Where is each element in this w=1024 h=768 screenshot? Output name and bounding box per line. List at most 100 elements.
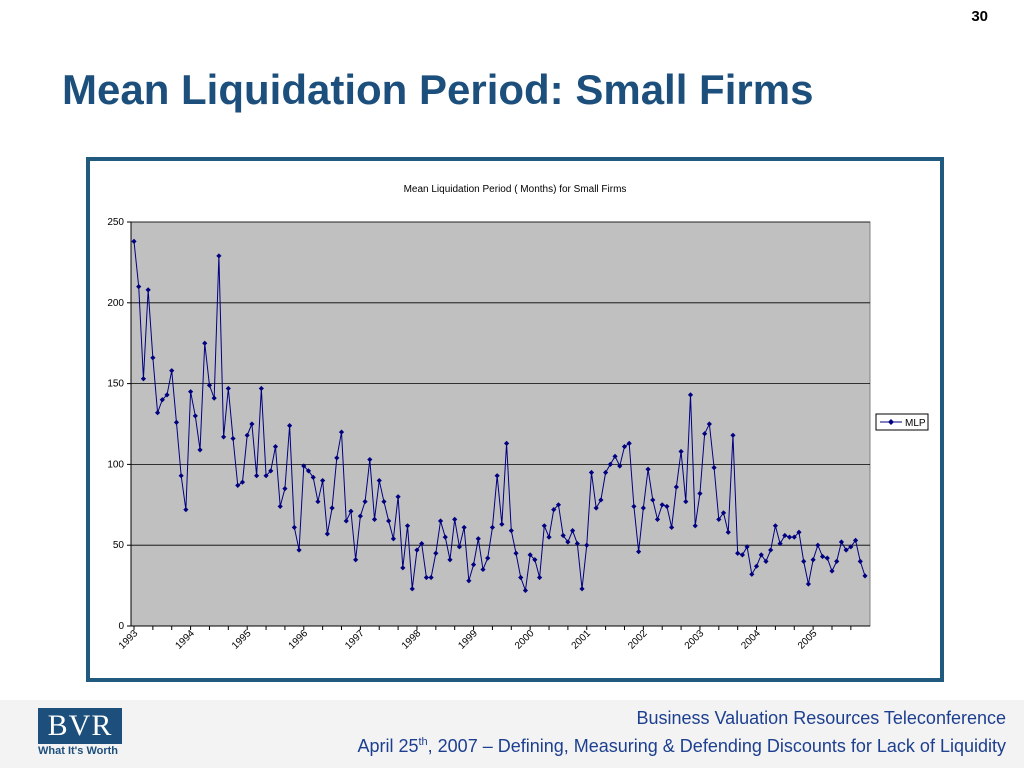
data-point xyxy=(343,518,349,524)
data-point xyxy=(485,555,491,561)
data-point xyxy=(584,542,590,548)
data-point xyxy=(843,547,849,553)
data-point xyxy=(494,473,500,479)
data-point xyxy=(254,473,260,479)
data-point xyxy=(570,528,576,534)
data-point xyxy=(697,490,703,497)
data-point xyxy=(489,524,496,531)
x-tick-label: 2002 xyxy=(626,628,650,652)
data-point xyxy=(664,503,670,510)
legend-label: MLP xyxy=(905,418,926,429)
data-point xyxy=(683,498,689,505)
data-point xyxy=(541,523,547,529)
data-point xyxy=(536,574,543,581)
data-point xyxy=(235,482,241,489)
footer-date: April 25 xyxy=(357,736,419,756)
data-point xyxy=(287,423,293,429)
data-point xyxy=(702,431,708,437)
data-point xyxy=(815,542,821,548)
data-point xyxy=(400,565,406,571)
data-point xyxy=(532,557,538,563)
data-point xyxy=(631,503,637,510)
data-point xyxy=(617,463,623,469)
data-point xyxy=(447,557,453,563)
data-point xyxy=(763,558,769,564)
data-point xyxy=(404,523,411,529)
data-point xyxy=(744,544,750,550)
data-point xyxy=(353,557,359,563)
data-point xyxy=(551,507,557,513)
data-point xyxy=(645,466,651,472)
data-point xyxy=(659,502,665,508)
y-tick-label: 200 xyxy=(107,298,124,309)
data-point xyxy=(768,547,774,553)
data-point xyxy=(466,578,472,584)
data-point xyxy=(381,498,387,505)
data-point xyxy=(433,550,439,556)
data-point xyxy=(480,566,486,573)
data-point xyxy=(669,524,675,531)
data-point xyxy=(730,432,736,438)
data-point xyxy=(673,484,679,490)
x-tick-label: 1994 xyxy=(173,628,197,652)
plot-area xyxy=(130,221,871,627)
data-point xyxy=(282,486,288,492)
x-tick-label: 1998 xyxy=(400,628,424,652)
data-point xyxy=(560,532,566,539)
data-point xyxy=(249,421,255,427)
data-point xyxy=(565,539,571,545)
data-point xyxy=(159,397,165,403)
slide-number: 30 xyxy=(971,8,988,25)
data-point xyxy=(324,531,330,537)
data-point xyxy=(173,419,180,425)
data-point xyxy=(598,497,604,503)
data-point xyxy=(187,389,194,395)
data-point xyxy=(626,440,632,446)
data-point xyxy=(772,523,778,529)
data-point xyxy=(621,444,628,450)
data-point xyxy=(725,529,731,535)
data-point xyxy=(183,507,189,513)
data-point xyxy=(216,253,222,259)
data-point xyxy=(706,421,712,427)
data-point xyxy=(357,513,363,519)
data-point xyxy=(131,238,137,244)
data-point xyxy=(386,518,392,524)
data-point xyxy=(475,536,481,542)
y-tick-label: 50 xyxy=(113,540,125,551)
data-point xyxy=(678,448,684,455)
data-point xyxy=(786,534,793,540)
data-point xyxy=(140,376,147,382)
data-point xyxy=(805,581,812,587)
data-point xyxy=(178,473,184,479)
footer-bar: BVR What It's Worth Business Valuation R… xyxy=(0,700,1024,768)
data-point xyxy=(461,524,467,531)
data-point xyxy=(555,502,562,508)
data-point xyxy=(428,574,434,581)
data-point xyxy=(720,510,727,516)
data-point xyxy=(607,461,613,467)
x-tick-label: 1997 xyxy=(343,628,367,652)
data-point xyxy=(801,558,807,564)
data-point xyxy=(301,463,307,469)
data-point xyxy=(692,523,698,529)
data-point xyxy=(796,529,802,535)
data-point xyxy=(687,392,694,398)
data-point xyxy=(829,568,835,574)
data-point xyxy=(791,534,797,540)
bvr-logo: BVR What It's Worth xyxy=(38,708,122,760)
x-tick-label: 1996 xyxy=(287,628,311,652)
data-point xyxy=(834,558,840,564)
data-point xyxy=(588,469,595,476)
data-point xyxy=(296,547,302,553)
footer-session-text: , 2007 – Defining, Measuring & Defending… xyxy=(427,736,1006,756)
data-point xyxy=(508,528,514,534)
data-point xyxy=(225,385,231,392)
data-point xyxy=(310,474,316,480)
data-point xyxy=(390,536,396,542)
x-tick-label: 2004 xyxy=(739,628,763,652)
data-point xyxy=(819,553,826,560)
data-point xyxy=(277,503,283,510)
data-point xyxy=(452,516,458,522)
data-point xyxy=(192,413,198,419)
